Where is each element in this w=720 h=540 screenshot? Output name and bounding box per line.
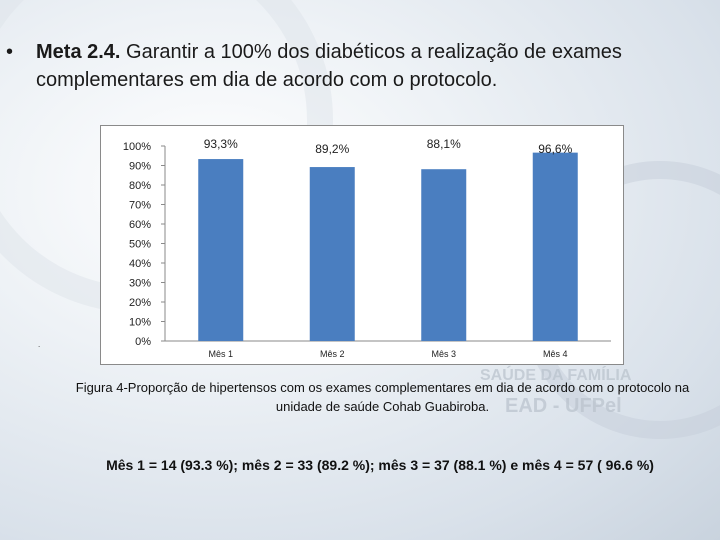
y-tick-label: 10% bbox=[129, 317, 151, 329]
data-label: 96,6% bbox=[538, 142, 572, 156]
y-tick-label: 70% bbox=[129, 200, 151, 212]
x-category-label: Mês 4 bbox=[543, 349, 568, 359]
bullet: • bbox=[6, 41, 14, 63]
y-tick-label: 50% bbox=[129, 239, 151, 251]
slide-title: • Meta 2.4. Garantir a 100% dos diabétic… bbox=[6, 38, 706, 94]
bar bbox=[198, 159, 244, 341]
y-tick-label: 40% bbox=[129, 258, 151, 270]
y-tick-label: 30% bbox=[129, 278, 151, 290]
y-tick-label: 60% bbox=[129, 219, 151, 231]
y-tick-label: 0% bbox=[135, 336, 151, 348]
title-rest: Garantir a 100% dos diabéticos a realiza… bbox=[36, 41, 622, 91]
bar bbox=[421, 169, 467, 341]
title-bold: Meta 2.4. bbox=[36, 41, 121, 63]
chart-container: 0% 10% 20% 30% 40% 50% 60% 70% 80% 90% 100% Mês 1 93… bbox=[100, 125, 624, 365]
data-label: 89,2% bbox=[315, 142, 349, 156]
stray-dot: . bbox=[38, 340, 41, 349]
x-category-label: Mês 1 bbox=[208, 349, 233, 359]
bar bbox=[309, 167, 355, 341]
y-tick-label: 20% bbox=[129, 297, 151, 309]
bar bbox=[532, 152, 578, 341]
x-category-label: Mês 2 bbox=[320, 349, 345, 359]
y-tick-label: 90% bbox=[129, 161, 151, 173]
y-tick-label: 80% bbox=[129, 180, 151, 192]
figure-caption: Figura 4-Proporção de hipertensos com os… bbox=[75, 380, 690, 414]
title-text: Meta 2.4. Garantir a 100% dos diabéticos… bbox=[36, 38, 706, 94]
data-label: 93,3% bbox=[204, 137, 238, 151]
bar-chart: 0% 10% 20% 30% 40% 50% 60% 70% 80% 90% 100% Mês 1 93… bbox=[123, 137, 611, 359]
x-category-label: Mês 3 bbox=[431, 349, 456, 359]
data-label: 88,1% bbox=[427, 137, 461, 151]
y-tick-label: 100% bbox=[123, 141, 151, 153]
summary-text: Mês 1 = 14 (93.3 %); mês 2 = 33 (89.2 %)… bbox=[106, 457, 654, 473]
